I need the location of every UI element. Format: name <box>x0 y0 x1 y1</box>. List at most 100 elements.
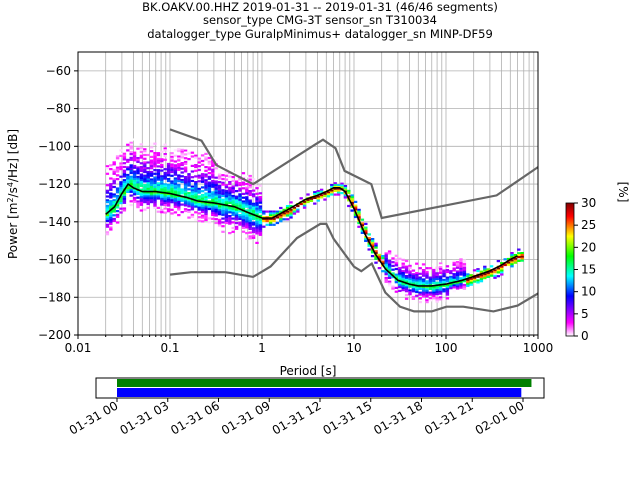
density-cell <box>387 269 392 272</box>
density-cell <box>200 159 205 163</box>
density-cell <box>166 210 171 213</box>
density-cell <box>228 220 232 223</box>
density-cell <box>183 204 188 207</box>
density-cell <box>160 165 164 168</box>
density-cell <box>493 269 497 272</box>
density-cell <box>231 202 235 205</box>
density-cell <box>177 155 181 158</box>
density-cell <box>122 197 127 201</box>
density-cell <box>109 200 113 203</box>
density-cell <box>187 188 191 191</box>
density-cell <box>224 197 229 200</box>
density-cell <box>146 193 150 196</box>
density-cell <box>401 279 405 282</box>
density-cell <box>214 197 218 200</box>
density-cell <box>204 209 208 212</box>
density-cell <box>204 158 208 161</box>
density-cell <box>442 290 446 293</box>
density-cell <box>449 283 453 286</box>
density-cell <box>139 147 144 150</box>
density-cell <box>207 181 212 184</box>
density-cell <box>251 234 256 237</box>
density-cell <box>350 198 354 201</box>
density-cell <box>340 186 344 189</box>
density-cell <box>449 277 453 280</box>
density-cell <box>425 276 429 279</box>
density-cell <box>211 200 215 203</box>
density-cell <box>394 281 399 284</box>
density-cell <box>163 202 167 205</box>
density-cell <box>500 262 504 265</box>
density-cell <box>143 197 147 200</box>
density-cell <box>404 288 409 291</box>
density-cell <box>326 191 331 194</box>
density-cell <box>204 199 208 203</box>
density-cell <box>109 177 113 180</box>
density-cell <box>139 201 144 204</box>
density-cell <box>228 232 232 235</box>
density-cell <box>432 287 436 290</box>
density-cell <box>292 210 297 213</box>
density-cell <box>435 300 439 303</box>
density-cell <box>214 221 218 225</box>
density-cell <box>489 272 494 275</box>
density-cell <box>214 188 218 191</box>
density-cell <box>483 267 487 270</box>
density-cell <box>160 177 164 180</box>
density-cell <box>187 158 191 161</box>
density-cell <box>214 208 218 211</box>
density-cell <box>197 168 201 172</box>
density-cell <box>496 275 501 278</box>
density-cell <box>459 262 463 265</box>
density-cell <box>387 259 392 262</box>
density-cell <box>231 211 235 214</box>
density-cell <box>153 178 157 181</box>
density-cell <box>129 175 133 178</box>
density-cell <box>112 199 116 202</box>
density-cell <box>122 207 127 210</box>
density-cell <box>200 195 205 198</box>
density-cell <box>136 172 140 175</box>
density-cell <box>449 275 453 278</box>
density-cell <box>466 282 470 285</box>
density-cell <box>251 223 256 226</box>
density-cell <box>421 270 426 274</box>
density-cell <box>425 289 429 292</box>
density-cell <box>143 167 147 170</box>
density-cell <box>415 283 419 286</box>
density-cell <box>455 262 460 266</box>
density-cell <box>255 217 259 220</box>
density-cell <box>211 202 215 205</box>
density-cell <box>105 191 110 194</box>
density-cell <box>228 209 232 212</box>
colorbar-tick-label: 20 <box>581 240 596 254</box>
density-cell <box>469 274 473 277</box>
density-cell <box>231 189 235 192</box>
colorbar-tick-label: 30 <box>581 196 596 210</box>
density-cell <box>476 275 480 278</box>
density-cell <box>462 280 467 283</box>
density-cell <box>455 272 460 275</box>
density-cell <box>112 168 116 172</box>
density-cell <box>517 248 521 251</box>
density-cell <box>122 182 127 185</box>
density-cell <box>149 199 154 202</box>
density-cell <box>217 192 222 195</box>
density-cell <box>166 208 171 211</box>
density-cell <box>153 161 157 164</box>
density-cell <box>207 200 212 203</box>
density-cell <box>231 221 235 224</box>
density-cell <box>421 263 426 266</box>
density-cell <box>432 268 436 272</box>
density-cell <box>248 210 252 213</box>
density-cell <box>136 183 140 186</box>
density-cell <box>248 222 252 225</box>
density-cell <box>428 293 433 296</box>
density-cell <box>391 276 395 279</box>
density-cell <box>115 191 120 194</box>
density-cell <box>394 258 399 261</box>
density-cell <box>442 269 446 272</box>
density-cell <box>421 287 426 290</box>
density-cell <box>197 159 201 162</box>
density-cell <box>275 210 280 213</box>
